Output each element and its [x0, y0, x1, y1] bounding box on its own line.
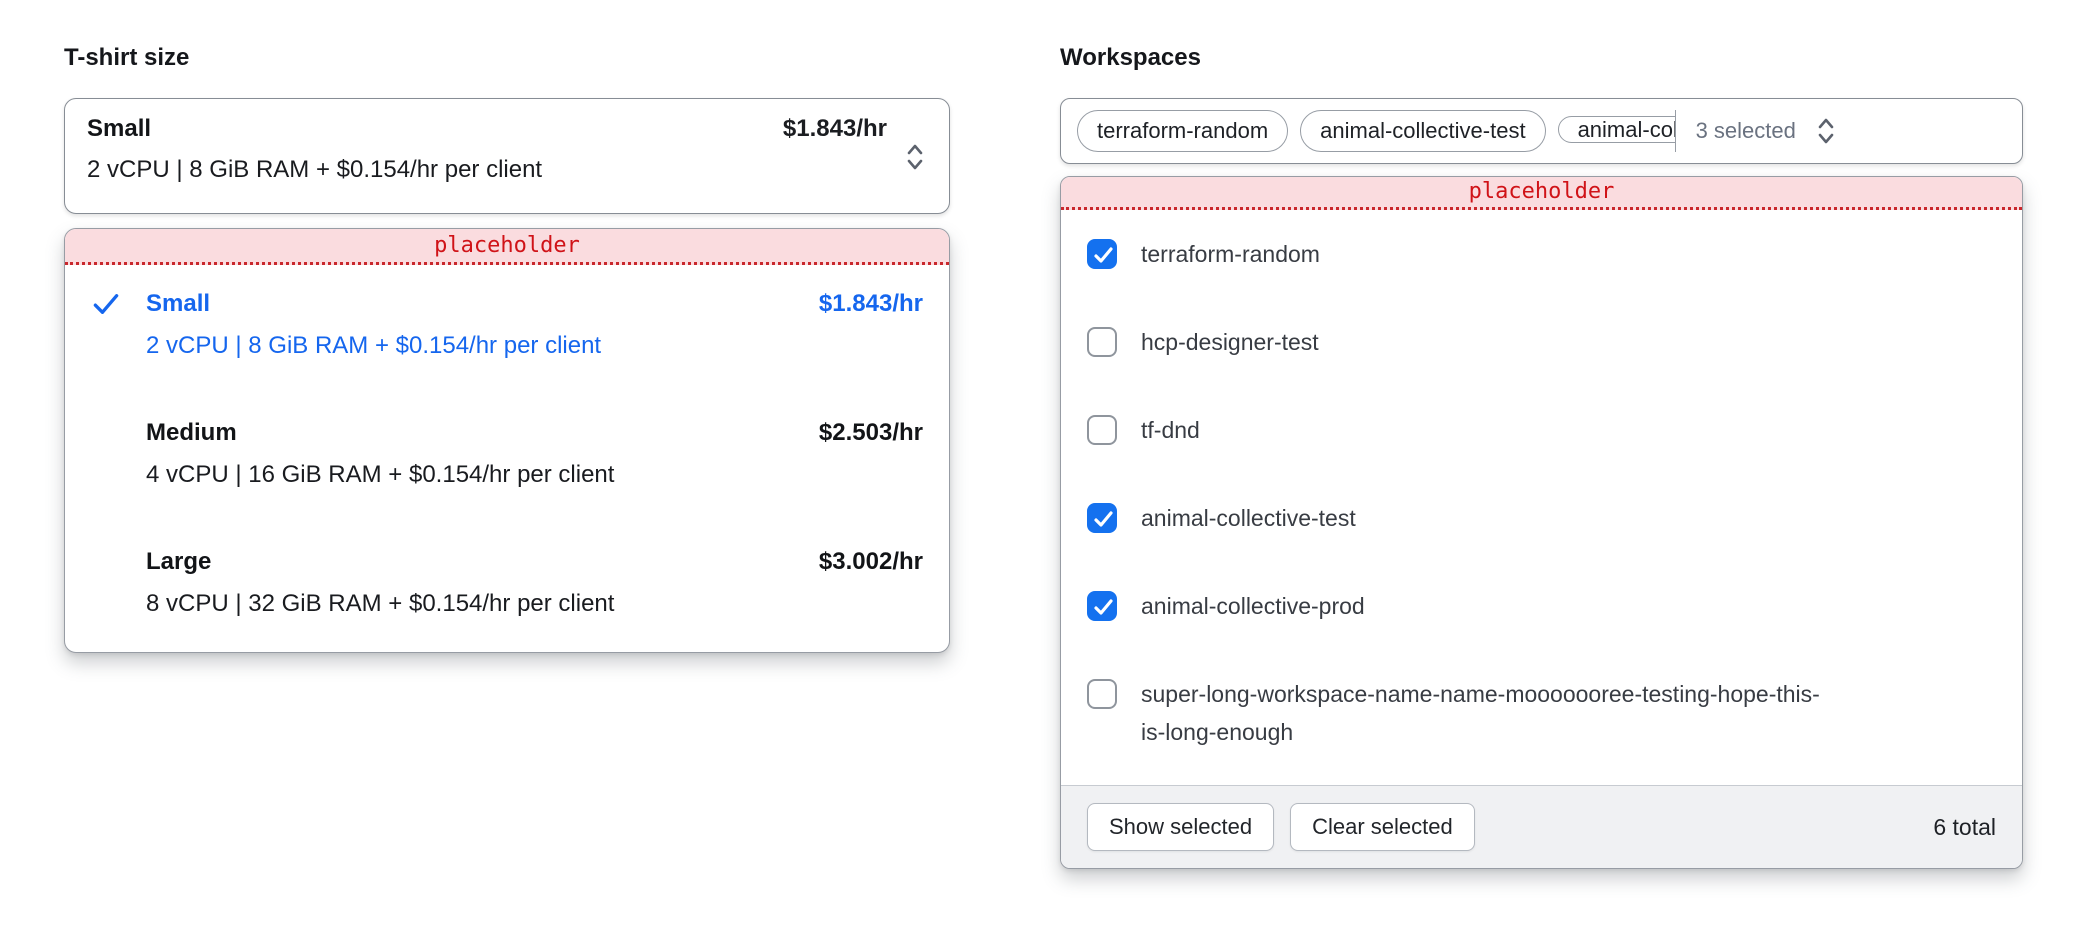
workspaces-label: Workspaces — [1060, 44, 1201, 71]
option-subtitle: 2 vCPU | 8 GiB RAM + $0.154/hr per clien… — [146, 332, 602, 359]
workspace-option-list: terraform-random hcp-designer-test tf-dn… — [1061, 210, 2022, 785]
workspace-row[interactable]: animal-collective-prod — [1087, 587, 1996, 625]
tshirt-size-select-trigger[interactable]: Small 2 vCPU | 8 GiB RAM + $0.154/hr per… — [64, 98, 950, 214]
checkbox[interactable] — [1087, 415, 1117, 445]
workspaces-dropdown: placeholder terraform-random hcp-designe… — [1060, 176, 2023, 869]
workspace-pill: terraform-random — [1077, 110, 1289, 152]
workspace-name: terraform-random — [1141, 241, 1320, 267]
tshirt-size-label: T-shirt size — [64, 44, 190, 71]
option-price: $2.503/hr — [818, 419, 923, 446]
option-large[interactable]: Large 8 vCPU | 32 GiB RAM + $0.154/hr pe… — [91, 546, 923, 620]
chevron-up-down-icon — [903, 141, 927, 173]
option-price: $1.843/hr — [818, 290, 923, 317]
option-subtitle: 8 vCPU | 32 GiB RAM + $0.154/hr per clie… — [146, 590, 615, 617]
workspace-row[interactable]: terraform-random — [1087, 235, 1996, 273]
option-title: Large — [146, 548, 212, 575]
chevron-up-down-icon — [1814, 115, 1838, 147]
checkbox[interactable] — [1087, 591, 1117, 621]
checkbox[interactable] — [1087, 503, 1117, 533]
checkbox[interactable] — [1087, 327, 1117, 357]
check-icon — [91, 417, 146, 446]
option-title: Medium — [146, 419, 237, 446]
placeholder-band: placeholder — [65, 229, 949, 265]
check-icon — [91, 288, 146, 317]
tshirt-option-list: Small 2 vCPU | 8 GiB RAM + $0.154/hr per… — [65, 265, 949, 652]
option-price: $3.002/hr — [818, 548, 923, 575]
workspace-pill-clipped: animal-collective-prod — [1557, 110, 1676, 152]
tshirt-size-dropdown: placeholder Small 2 vCPU | 8 GiB RAM + $… — [64, 228, 950, 653]
tshirt-size-section: T-shirt size Small 2 vCPU | 8 GiB RAM + … — [64, 44, 950, 653]
workspaces-multiselect-trigger[interactable]: terraform-random animal-collective-test … — [1060, 98, 2023, 164]
workspace-row[interactable]: animal-collective-test — [1087, 499, 1996, 537]
workspace-name: hcp-designer-test — [1141, 329, 1319, 355]
workspace-name: tf-dnd — [1141, 417, 1200, 443]
workspace-pill: animal-collective-test — [1300, 110, 1546, 152]
selected-size-subtitle: 2 vCPU | 8 GiB RAM + $0.154/hr per clien… — [87, 156, 543, 183]
selected-count-text: 3 selected — [1695, 118, 1796, 143]
checkbox[interactable] — [1087, 679, 1117, 709]
workspace-name: animal-collective-test — [1141, 505, 1356, 531]
workspace-row[interactable]: hcp-designer-test — [1087, 323, 1996, 361]
workspace-name: super-long-workspace-name-name-moooooore… — [1141, 681, 1820, 745]
workspace-row[interactable]: super-long-workspace-name-name-moooooore… — [1087, 675, 1996, 751]
placeholder-band: placeholder — [1061, 177, 2022, 210]
option-title: Small — [146, 290, 211, 317]
clear-selected-button[interactable]: Clear selected — [1290, 803, 1475, 851]
option-medium[interactable]: Medium 4 vCPU | 16 GiB RAM + $0.154/hr p… — [91, 417, 923, 491]
show-selected-button[interactable]: Show selected — [1087, 803, 1275, 851]
selected-size-price: $1.843/hr — [782, 115, 887, 142]
check-icon — [91, 546, 146, 575]
workspace-row[interactable]: tf-dnd — [1087, 411, 1996, 449]
workspace-name: animal-collective-prod — [1141, 593, 1365, 619]
selected-size-title: Small — [87, 115, 152, 142]
workspaces-footer: Show selected Clear selected 6 total — [1061, 785, 2022, 868]
option-small[interactable]: Small 2 vCPU | 8 GiB RAM + $0.154/hr per… — [91, 288, 923, 362]
workspaces-section: Workspaces terraform-random animal-colle… — [1060, 44, 2023, 869]
checkbox[interactable] — [1087, 239, 1117, 269]
total-count-text: 6 total — [1933, 813, 1996, 840]
option-subtitle: 4 vCPU | 16 GiB RAM + $0.154/hr per clie… — [146, 461, 615, 488]
